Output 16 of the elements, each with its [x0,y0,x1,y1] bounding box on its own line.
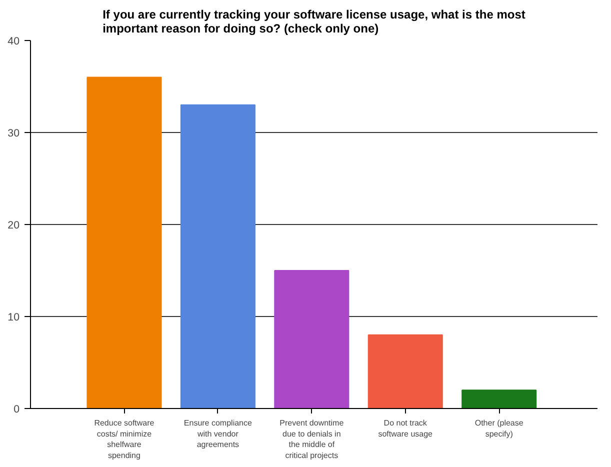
y-tick-label: 30 [8,128,20,140]
y-tick-label: 20 [8,220,20,232]
y-tick-label: 10 [8,312,20,324]
bar [274,270,350,408]
bar [180,104,256,408]
y-tick-label: 0 [14,404,20,416]
x-tick-label: Reduce software costs/ minimize shelfware spending [94,418,155,460]
x-tick-label: Do not track software usage [378,418,434,438]
y-tick-label: 40 [8,36,20,48]
x-tick-label: Other (please specify) [474,418,524,438]
x-tick-label: Prevent downtime due to denials in the middle of critical projects [280,418,344,460]
x-tick-label: Ensure compliance with vendor agreements [184,418,253,450]
chart-title: If you are currently tracking your software license usage, what is the most important reason for doing so? (check only one) [102,8,526,36]
bar [86,76,162,408]
bar [368,334,443,408]
bar [462,390,537,408]
